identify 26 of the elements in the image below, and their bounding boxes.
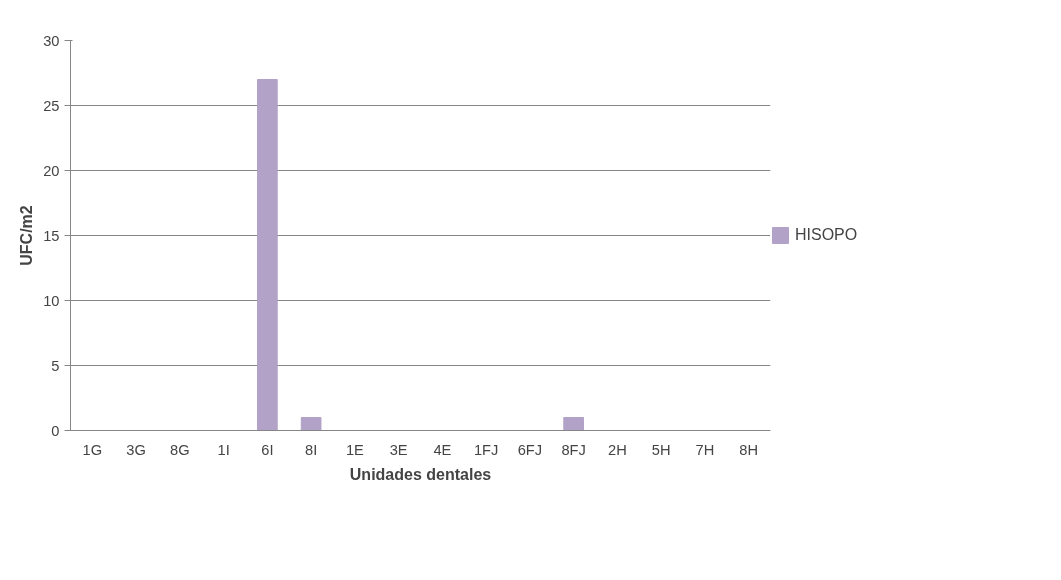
x-tick-label: 4E [433, 441, 452, 458]
y-axis-title: UFC/m2 [18, 205, 36, 266]
x-tick-label: 8H [739, 441, 759, 458]
y-tick-label: 10 [43, 292, 60, 309]
x-tick-label: 1G [82, 441, 103, 458]
x-tick-label: 8G [170, 441, 190, 458]
x-tick-label: 3G [126, 441, 146, 458]
x-tick-label: 1I [217, 441, 230, 458]
x-tick-label: 6I [261, 441, 274, 458]
x-tick-label: 3E [389, 441, 408, 458]
x-tick-label: 7H [695, 441, 715, 458]
x-tick-label: 8I [305, 441, 318, 458]
y-tick-label: 0 [51, 422, 60, 439]
y-tick-label: 15 [43, 227, 60, 244]
x-tick-label: 2H [608, 441, 627, 458]
legend-label: HISOPO [795, 226, 858, 244]
x-tick-label: 5H [651, 441, 671, 458]
x-tick-label: 1E [345, 441, 365, 458]
x-axis-title: Unidades dentales [349, 465, 492, 483]
x-tick-label: 8FJ [561, 441, 586, 458]
y-tick-label: 20 [43, 162, 60, 179]
x-tick-label: 1FJ [473, 441, 499, 458]
y-tick-label: 30 [43, 32, 60, 49]
y-tick-label: 25 [43, 97, 60, 114]
y-tick-label: 5 [51, 357, 60, 374]
x-tick-label: 6FJ [517, 441, 543, 458]
